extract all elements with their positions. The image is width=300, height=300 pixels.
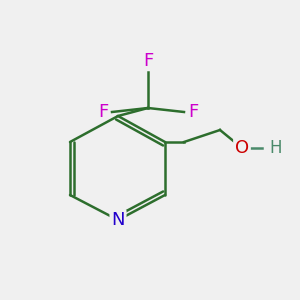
Text: F: F: [188, 103, 198, 121]
Text: N: N: [111, 211, 125, 229]
Text: F: F: [98, 103, 108, 121]
Text: H: H: [269, 139, 281, 157]
Text: F: F: [143, 52, 153, 70]
Text: O: O: [235, 139, 249, 157]
